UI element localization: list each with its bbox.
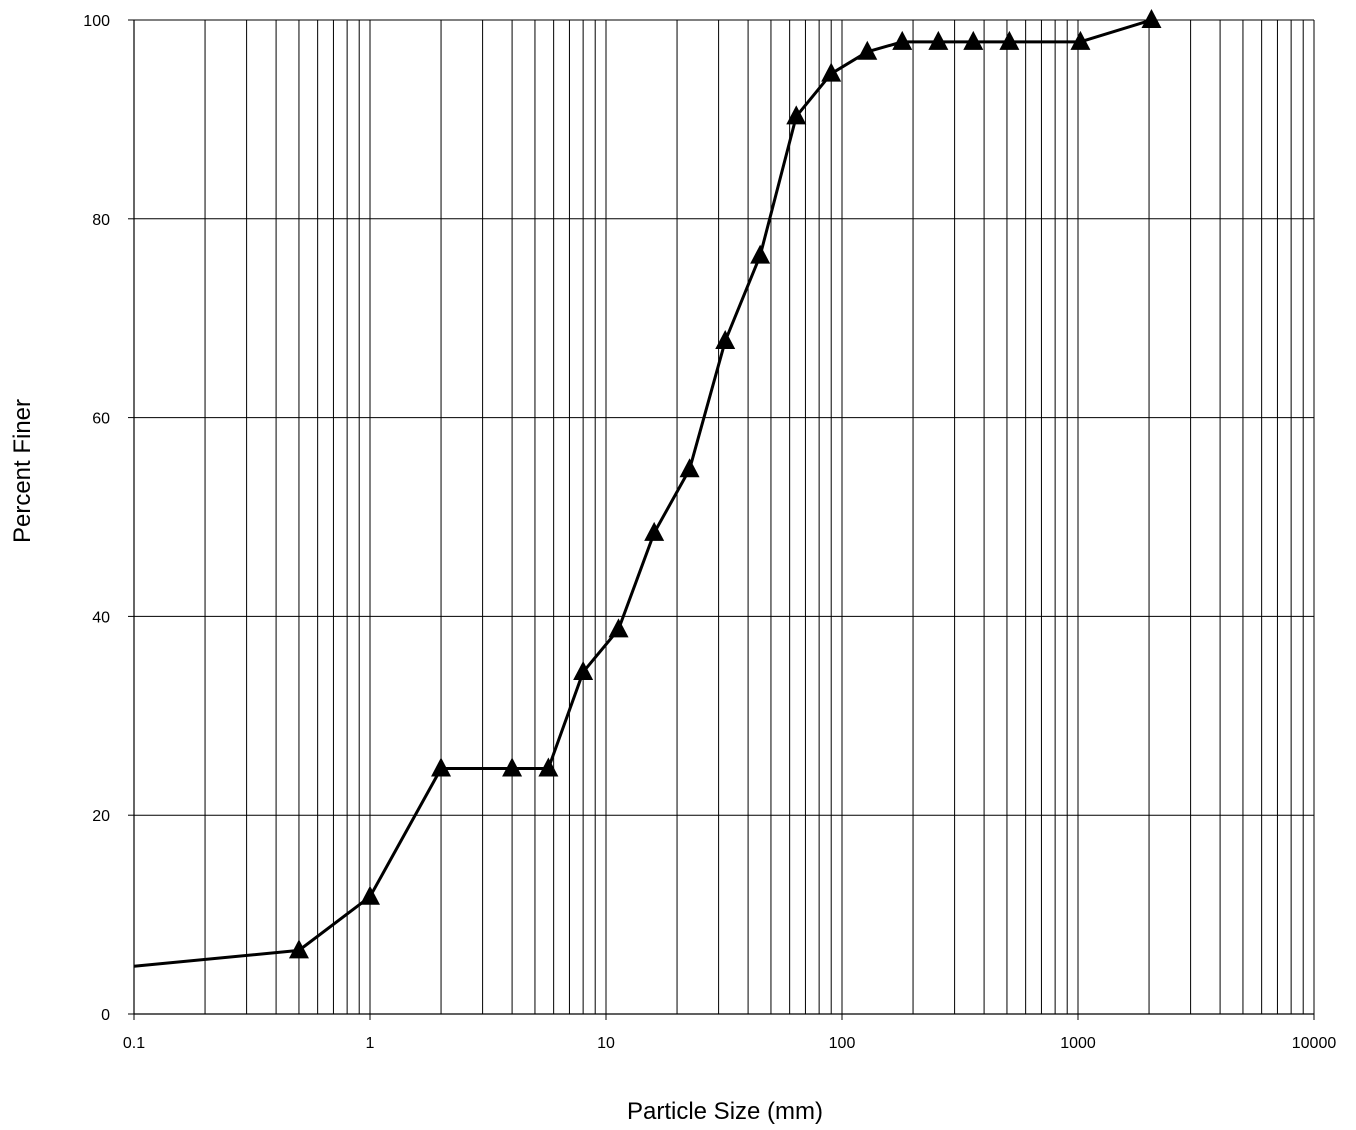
x-tick-label: 100 <box>829 1035 856 1052</box>
x-axis-title: Particle Size (mm) <box>627 1098 823 1125</box>
data-point-triangle <box>431 757 452 777</box>
x-tick-label: 1000 <box>1060 1035 1096 1052</box>
data-point-triangle <box>288 939 309 959</box>
y-tick-label: 100 <box>83 13 110 30</box>
data-point-triangle <box>538 757 559 777</box>
grid <box>133 19 1315 1015</box>
x-tick-label: 10 <box>597 1035 615 1052</box>
x-tick-label: 1 <box>366 1035 375 1052</box>
data-point-triangle <box>857 40 878 60</box>
y-tick-label: 60 <box>92 411 110 428</box>
data-point-triangle <box>715 330 736 350</box>
y-tick-label: 20 <box>92 808 110 825</box>
data-point-triangle <box>1141 9 1162 28</box>
y-tick-label: 80 <box>92 212 110 229</box>
data-point-triangle <box>786 105 807 125</box>
data-point-triangle <box>573 661 594 681</box>
series-line <box>133 18 1152 968</box>
data-point-triangle <box>502 757 523 777</box>
y-tick-label: 0 <box>101 1007 110 1024</box>
y-axis-title: Percent Finer <box>9 399 36 543</box>
data-point-triangle <box>1070 30 1091 50</box>
data-point-triangle <box>999 30 1020 50</box>
data-point-triangle <box>608 618 629 638</box>
data-point-triangle <box>679 458 700 478</box>
x-tick-label: 10000 <box>1292 1035 1337 1052</box>
axes <box>128 19 1315 1020</box>
tick-labels: 0.1 1 10 100 1000 10000 0 20 40 60 80 100 <box>83 13 1336 1052</box>
data-point-triangle <box>644 521 665 541</box>
data-point-triangle <box>821 62 842 82</box>
data-series <box>133 9 1162 968</box>
data-point-triangle <box>963 30 984 50</box>
data-point-triangle <box>360 885 380 905</box>
data-point-triangle <box>928 30 949 50</box>
data-point-triangle <box>892 30 913 50</box>
y-tick-label: 40 <box>92 609 110 626</box>
data-point-triangle <box>750 244 771 264</box>
x-tick-label: 0.1 <box>123 1035 145 1052</box>
